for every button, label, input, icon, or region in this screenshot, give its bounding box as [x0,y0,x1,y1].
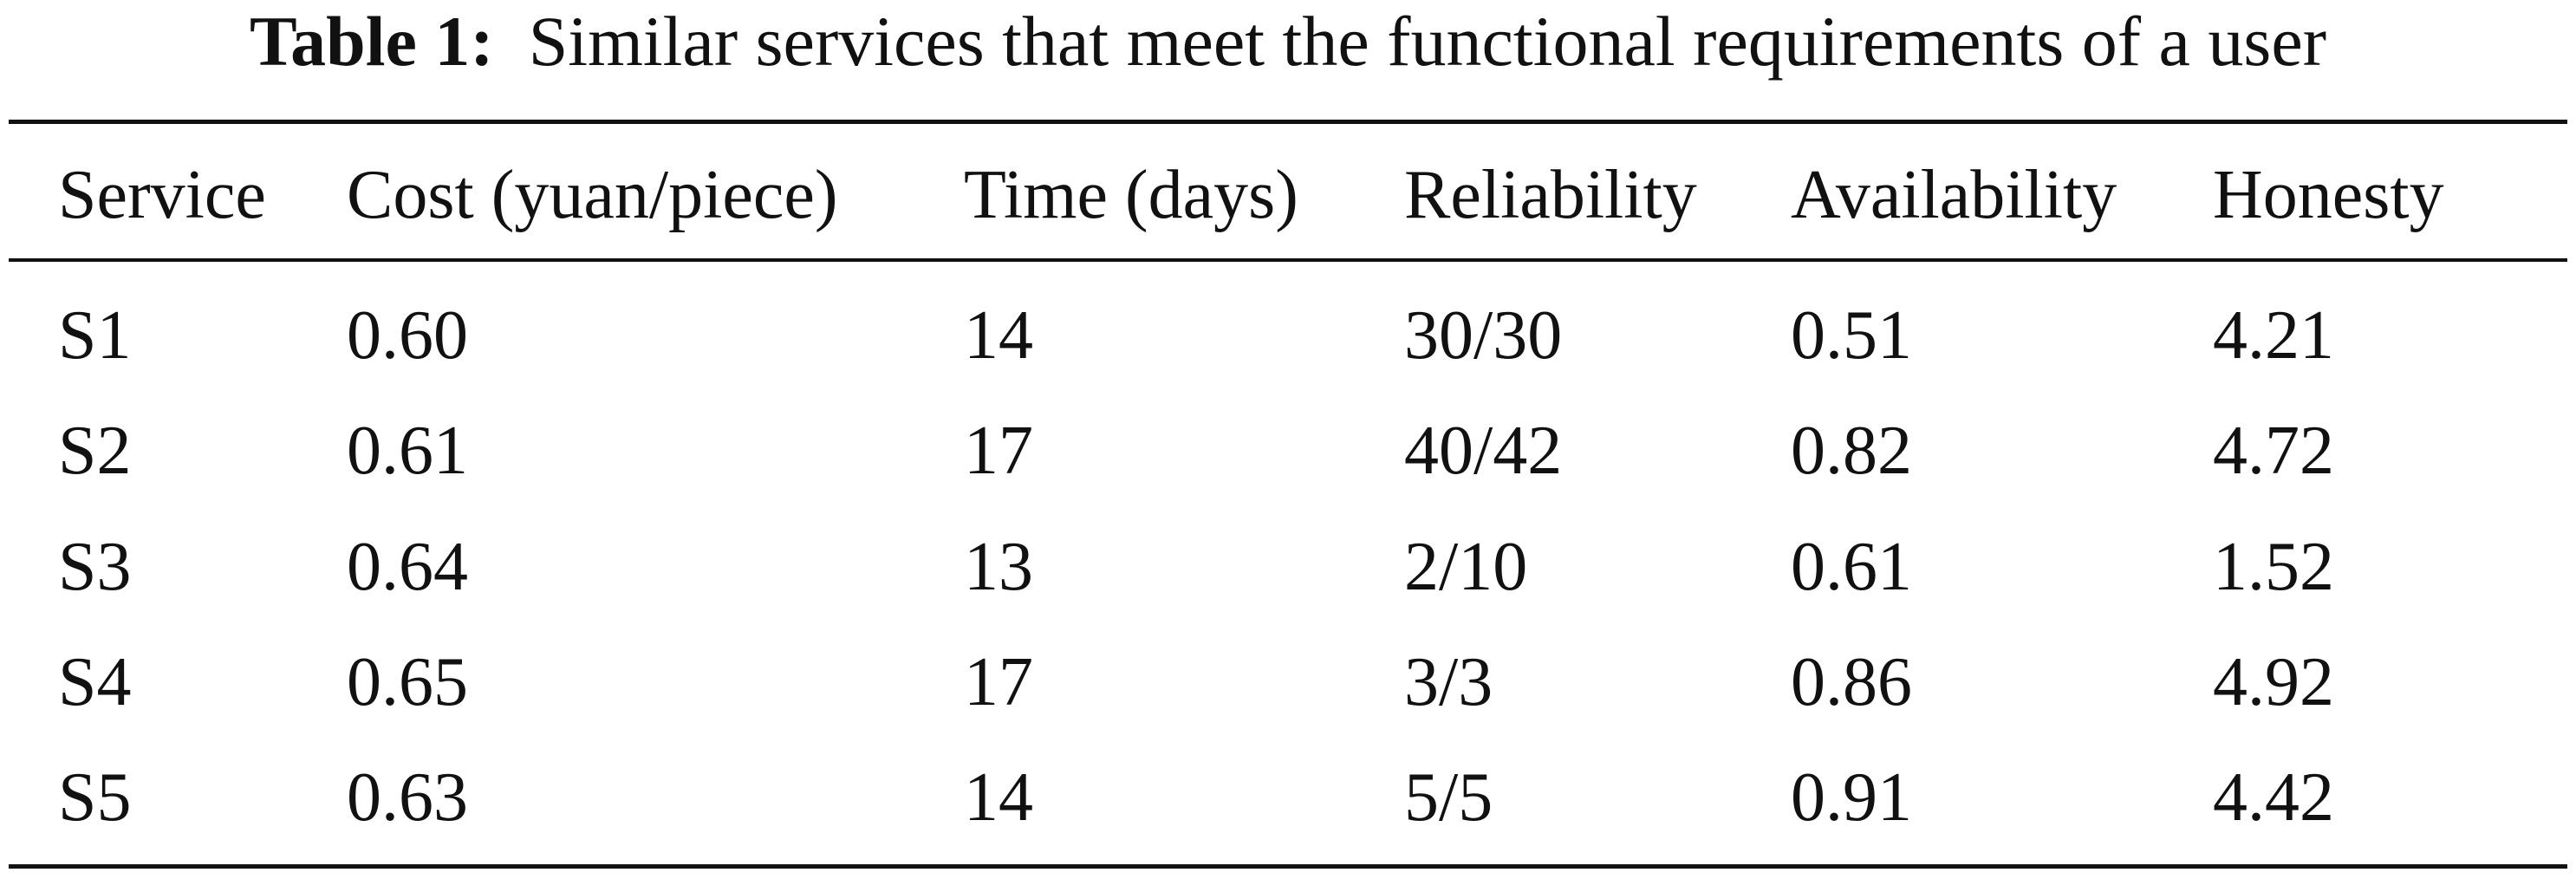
cell-service: S4 [58,644,132,720]
cell-cost: 0.64 [347,529,468,605]
column-header-time: Time (days) [964,157,1298,233]
cell-availability: 0.61 [1791,529,1912,605]
cell-reliability: 3/3 [1404,644,1493,720]
table-caption-label: Table 1: [249,2,494,81]
column-header-cost: Cost (yuan/piece) [347,157,838,233]
cell-honesty: 1.52 [2213,529,2334,605]
table-caption-text: Similar services that meet the functiona… [528,2,2327,81]
cell-reliability: 2/10 [1404,529,1528,605]
cell-cost: 0.63 [347,759,468,836]
cell-honesty: 4.72 [2213,413,2334,489]
cell-service: S2 [58,413,132,489]
cell-cost: 0.61 [347,413,468,489]
cell-reliability: 5/5 [1404,759,1493,836]
cell-time: 13 [964,529,1033,605]
cell-time: 17 [964,413,1033,489]
cell-service: S1 [58,297,132,374]
cell-honesty: 4.42 [2213,759,2334,836]
cell-time: 14 [964,759,1033,836]
column-header-availability: Availability [1791,157,2117,233]
column-header-service: Service [58,157,266,233]
table-header-rule [9,258,2567,262]
cell-time: 17 [964,644,1033,720]
cell-availability: 0.86 [1791,644,1912,720]
cell-availability: 0.91 [1791,759,1912,836]
cell-honesty: 4.21 [2213,297,2334,374]
cell-reliability: 30/30 [1404,297,1563,374]
table-caption: Table 1: Similar services that meet the f… [0,0,2576,104]
cell-availability: 0.51 [1791,297,1912,374]
table-top-rule [9,120,2567,124]
cell-service: S3 [58,529,132,605]
cell-cost: 0.65 [347,644,468,720]
cell-reliability: 40/42 [1404,413,1563,489]
cell-service: S5 [58,759,132,836]
column-header-reliability: Reliability [1404,157,1697,233]
table-bottom-rule [9,864,2567,869]
cell-honesty: 4.92 [2213,644,2334,720]
cell-time: 14 [964,297,1033,374]
cell-availability: 0.82 [1791,413,1912,489]
cell-cost: 0.60 [347,297,468,374]
column-header-honesty: Honesty [2213,157,2444,233]
